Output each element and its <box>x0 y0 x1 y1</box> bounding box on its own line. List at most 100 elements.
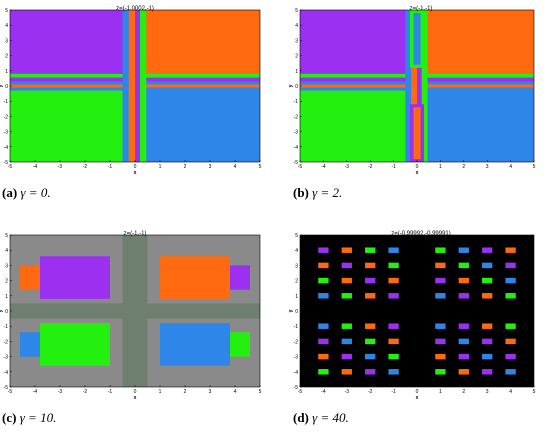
x-tick-label: -1 <box>391 164 396 170</box>
y-tick-label: 5 <box>5 233 8 239</box>
y-tick-label: -4 <box>4 145 9 151</box>
x-tick-label: 2 <box>184 164 187 170</box>
panel-b-caption-label: (b) <box>293 185 309 200</box>
blob <box>458 323 469 329</box>
fringe <box>20 332 40 357</box>
y-axis-label: y <box>288 309 294 312</box>
y-tick-label: -2 <box>4 339 9 345</box>
basin-plot-b: -5 -4 -3 -2 -1 0 1 2 3 4 5 5 4 3 2 1 0 -1 -2 -3 -4 -5 x y <box>288 8 536 176</box>
blob <box>318 262 329 269</box>
x-tick-label: -3 <box>345 389 350 395</box>
basin-purple <box>300 10 417 86</box>
x-tick-label: -1 <box>108 389 113 395</box>
x-tick-label: 5 <box>259 389 262 395</box>
panel-d-caption-math: γ = 40. <box>312 410 349 425</box>
plot-area <box>300 10 534 162</box>
blob <box>482 353 493 360</box>
x-tick-label: -3 <box>58 389 63 395</box>
panel-a: -5 -4 -3 -2 -1 0 1 2 3 4 5 5 4 3 2 1 0 -1 -2 -3 -4 -5 x y z=(-1… <box>0 0 275 214</box>
x-tick-label: 5 <box>259 164 262 170</box>
blob <box>365 369 376 375</box>
band <box>10 303 260 319</box>
band <box>417 10 422 162</box>
y-tick-label: -5 <box>294 385 299 391</box>
panel-c-caption: (c) γ = 10. <box>2 410 56 426</box>
y-tick-label: 2 <box>5 279 8 285</box>
blob <box>482 262 493 269</box>
y-tick-label: -4 <box>294 145 299 151</box>
y-tick-label: 3 <box>5 38 8 44</box>
x-tick-label: 5 <box>533 164 536 170</box>
blob <box>505 262 516 269</box>
x-tick-label: -4 <box>321 164 326 170</box>
blob <box>505 293 516 299</box>
blob <box>365 277 376 284</box>
blob <box>341 338 352 345</box>
blob <box>458 262 469 269</box>
basin-plot-a: -5 -4 -3 -2 -1 0 1 2 3 4 5 5 4 3 2 1 0 -1 -2 -3 -4 -5 x y <box>0 8 262 176</box>
x-tick-label: 0 <box>416 389 419 395</box>
y-tick-label: 4 <box>5 248 8 254</box>
blob <box>388 247 399 253</box>
blob <box>388 338 399 345</box>
x-tick-label: 1 <box>159 389 162 395</box>
x-tick-label: -5 <box>298 164 303 170</box>
x-axis-label: x <box>134 170 137 176</box>
blob <box>365 293 376 299</box>
lobe <box>413 107 421 159</box>
x-tick-label: -2 <box>368 164 373 170</box>
basin-green <box>300 86 417 162</box>
blob <box>435 323 446 329</box>
blob <box>482 247 493 253</box>
fringe <box>230 265 250 290</box>
x-tick-label: 3 <box>486 164 489 170</box>
blob <box>341 247 352 253</box>
basin-blue <box>417 86 534 162</box>
y-tick-label: 5 <box>5 8 8 14</box>
x-axis-label: x <box>416 170 419 176</box>
band <box>411 10 417 162</box>
y-tick-label: -3 <box>294 355 299 361</box>
y-tick-label: 4 <box>295 248 298 254</box>
panel-b-title: z=(-1,-1) <box>409 6 433 12</box>
x-tick-label: 3 <box>209 389 212 395</box>
x-tick-label: 5 <box>533 389 536 395</box>
y-tick-label: -5 <box>4 385 9 391</box>
x-tick-label: 4 <box>234 164 237 170</box>
blob <box>458 247 469 253</box>
basin-orange <box>135 10 260 86</box>
x-tick-label: 1 <box>439 164 442 170</box>
blob <box>482 293 493 299</box>
blob <box>318 293 329 299</box>
blob <box>365 323 376 329</box>
blob <box>365 262 376 269</box>
blob <box>341 369 352 375</box>
basin-purple <box>40 256 110 299</box>
x-tick-label: -1 <box>391 389 396 395</box>
blob <box>505 323 516 329</box>
x-axis-label: x <box>416 395 419 401</box>
x-tick-label: -2 <box>368 389 373 395</box>
y-tick-label: -2 <box>4 114 9 120</box>
x-tick-label: -4 <box>321 389 326 395</box>
y-tick-label: -5 <box>4 160 9 166</box>
y-tick-label: 0 <box>295 84 298 90</box>
panel-c: -5 -4 -3 -2 -1 0 1 2 3 4 5 5 4 3 2 1 0 -1 -2 -3 -4 -5 x y z=(-1… <box>0 225 275 439</box>
blob <box>505 247 516 253</box>
y-tick-label: 5 <box>295 233 298 239</box>
basin-plot-d: -5 -4 -3 -2 -1 0 1 2 3 4 5 5 4 3 2 1 0 -1 -2 -3 -4 -5 x y <box>288 233 536 401</box>
lobe <box>413 13 421 65</box>
x-tick-label: 0 <box>134 164 137 170</box>
y-tick-label: -2 <box>294 339 299 345</box>
fringe <box>230 332 250 357</box>
blob <box>388 369 399 375</box>
blob <box>388 277 399 284</box>
x-tick-label: 2 <box>184 389 187 395</box>
panel-d-caption: (d) γ = 40. <box>293 410 349 426</box>
plot-area <box>300 235 534 387</box>
blob <box>365 353 376 360</box>
plot-area <box>10 235 260 387</box>
y-tick-label: -4 <box>4 370 9 376</box>
y-tick-label: -4 <box>294 370 299 376</box>
x-tick-label: -2 <box>83 164 88 170</box>
